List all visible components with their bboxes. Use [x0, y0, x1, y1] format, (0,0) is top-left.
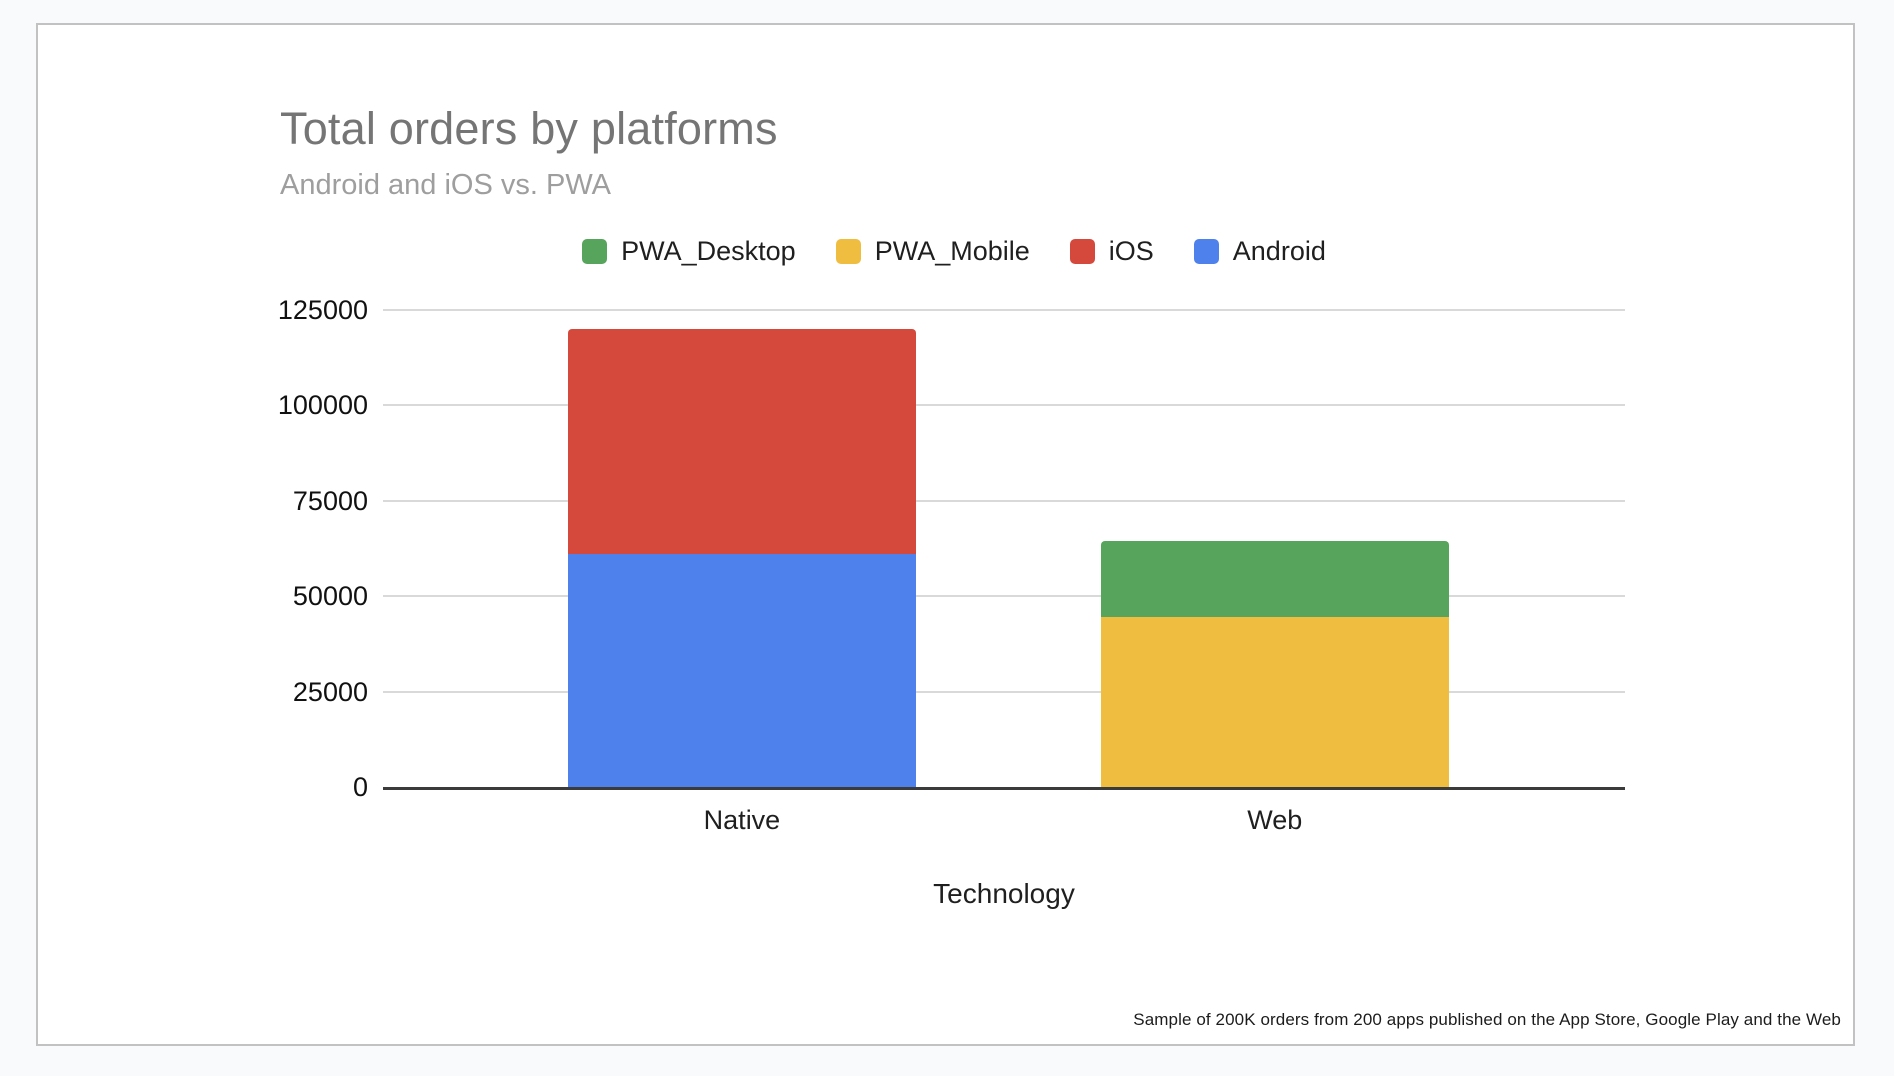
legend-swatch-icon: [1193, 238, 1219, 264]
bar-segment-pwa_mobile[interactable]: [1100, 617, 1449, 787]
gridline: [383, 499, 1625, 502]
x-axis-title: Technology: [933, 878, 1075, 909]
legend-item-android[interactable]: Android: [1193, 235, 1326, 267]
chart-subtitle: Android and iOS vs. PWA: [280, 169, 611, 201]
bar-native[interactable]: [567, 310, 916, 787]
y-tick-label: 50000: [292, 581, 368, 612]
chart-title: Total orders by platforms: [280, 103, 778, 154]
bar-web[interactable]: [1100, 310, 1449, 787]
y-tick-label: 125000: [277, 295, 368, 325]
gridline: [383, 309, 1625, 311]
plot-area: [383, 309, 1625, 790]
legend-label: PWA_Desktop: [621, 235, 796, 266]
x-tick-label-native: Native: [703, 805, 781, 835]
legend-label: Android: [1232, 235, 1326, 266]
x-axis-line: [383, 787, 1625, 790]
legend-item-ios[interactable]: iOS: [1069, 235, 1154, 267]
chart-card: Total orders by platforms Android and iO…: [36, 23, 1855, 1046]
bar-segment-android[interactable]: [567, 554, 916, 787]
legend-label: PWA_Mobile: [874, 235, 1030, 266]
footnote: Sample of 200K orders from 200 apps publ…: [1133, 1010, 1841, 1029]
legend-swatch-icon: [1069, 238, 1095, 264]
bar-segment-pwa_desktop[interactable]: [1100, 540, 1449, 618]
legend: PWA_Desktop PWA_Mobile iOS Android: [280, 235, 1628, 267]
gridline: [383, 404, 1625, 407]
legend-swatch-icon: [582, 238, 608, 264]
legend-item-pwa_mobile[interactable]: PWA_Mobile: [835, 235, 1030, 267]
legend-label: iOS: [1108, 235, 1154, 266]
bar-segment-ios[interactable]: [567, 329, 916, 555]
y-tick-label: 75000: [292, 485, 368, 516]
y-tick-label: 100000: [277, 390, 368, 421]
legend-swatch-icon: [835, 238, 861, 264]
gridline: [383, 690, 1625, 693]
legend-item-pwa_desktop[interactable]: PWA_Desktop: [582, 236, 796, 267]
y-tick-label: 25000: [292, 676, 368, 707]
gridline: [383, 595, 1625, 598]
y-tick-label: 0: [352, 772, 368, 802]
x-tick-label-web: Web: [1247, 805, 1303, 835]
